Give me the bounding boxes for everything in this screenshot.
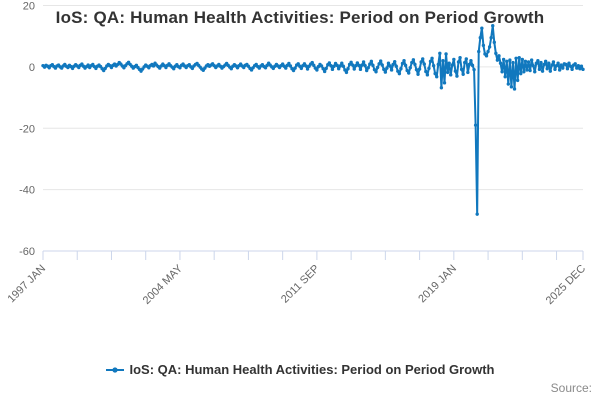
x-tick-label: 2025 DEC	[544, 263, 588, 307]
y-axis-labels: 20 0 -20 -40 -60	[19, 1, 35, 259]
y-tick-label: 20	[23, 1, 35, 13]
x-axis-labels: 1997 JAN 2004 MAY 2011 SEP 2019 JAN 2025 DEC	[5, 262, 588, 307]
x-tick-label: 2019 JAN	[416, 263, 459, 306]
legend-line-marker-icon	[105, 366, 124, 373]
y-tick-label: -40	[19, 185, 35, 197]
x-tick-label: 2004 MAY	[141, 262, 186, 307]
legend-item[interactable]: IoS: QA: Human Health Activities: Period…	[105, 362, 495, 377]
y-tick-label: -20	[19, 123, 35, 135]
legend-item-label: IoS: QA: Human Health Activities: Period…	[129, 362, 495, 377]
x-tick-label: 1997 JAN	[5, 263, 48, 306]
series-line	[42, 24, 584, 216]
chart-title: IoS: QA: Human Health Activities: Period…	[55, 8, 545, 27]
y-gridlines	[43, 5, 583, 252]
legend: IoS: QA: Human Health Activities: Period…	[0, 362, 600, 377]
chart-canvas: 20 0 -20 -40 -60 1997 JAN 2004 MAY 2011 SEP 2019…	[5, 1, 588, 308]
source-credit: Source:	[550, 381, 592, 395]
series-markers	[41, 24, 585, 216]
x-tick-label: 2011 SEP	[279, 263, 322, 306]
y-tick-label: -60	[19, 246, 35, 258]
y-tick-label: 0	[29, 62, 35, 74]
x-axis	[42, 250, 584, 260]
